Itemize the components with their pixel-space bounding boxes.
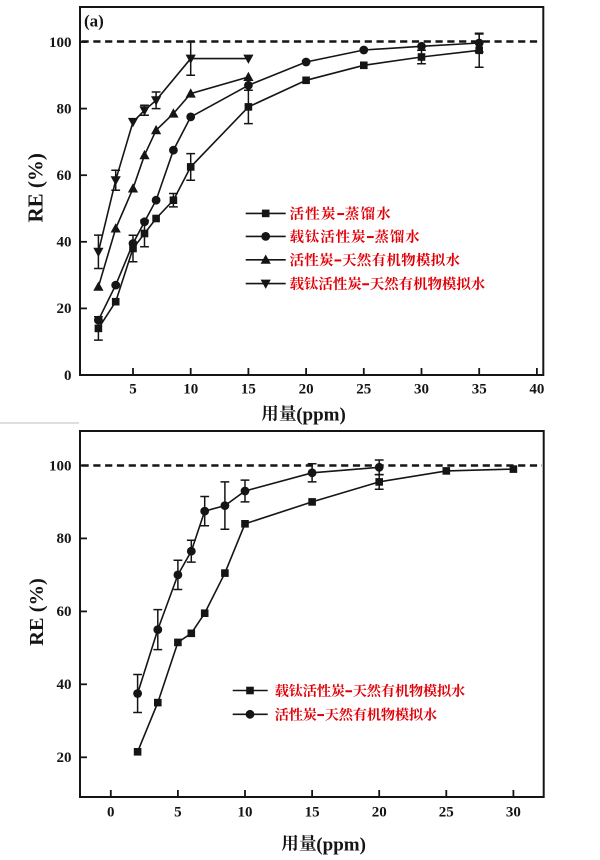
svg-text:40: 40 (57, 677, 72, 693)
svg-text:(ppm): (ppm) (316, 834, 366, 855)
svg-text:10: 10 (238, 805, 253, 821)
svg-text:10: 10 (183, 382, 198, 398)
svg-text:30: 30 (506, 805, 521, 821)
svg-text:20: 20 (57, 301, 72, 317)
svg-text:20: 20 (299, 382, 314, 398)
svg-text:40: 40 (57, 235, 72, 251)
svg-text:5: 5 (174, 805, 182, 821)
svg-text:100: 100 (49, 458, 72, 474)
svg-text:RE (%): RE (%) (26, 578, 48, 646)
svg-text:80: 80 (57, 531, 72, 547)
svg-text:100: 100 (49, 35, 72, 51)
svg-text:25: 25 (356, 382, 371, 398)
svg-text:15: 15 (241, 382, 256, 398)
svg-text:(ppm): (ppm) (296, 405, 346, 426)
svg-text:40: 40 (529, 382, 544, 398)
svg-text:80: 80 (57, 101, 72, 117)
svg-text:RE (%): RE (%) (24, 153, 48, 222)
svg-text:15: 15 (305, 805, 320, 821)
svg-text:(a): (a) (84, 11, 104, 30)
svg-text:35: 35 (472, 382, 487, 398)
svg-text:25: 25 (439, 805, 454, 821)
svg-text:20: 20 (57, 750, 72, 766)
svg-text:0: 0 (107, 805, 115, 821)
svg-text:60: 60 (57, 168, 72, 184)
svg-text:0: 0 (64, 368, 72, 384)
svg-text:60: 60 (57, 604, 72, 620)
svg-text:20: 20 (372, 805, 387, 821)
svg-text:30: 30 (414, 382, 429, 398)
svg-text:5: 5 (129, 382, 137, 398)
